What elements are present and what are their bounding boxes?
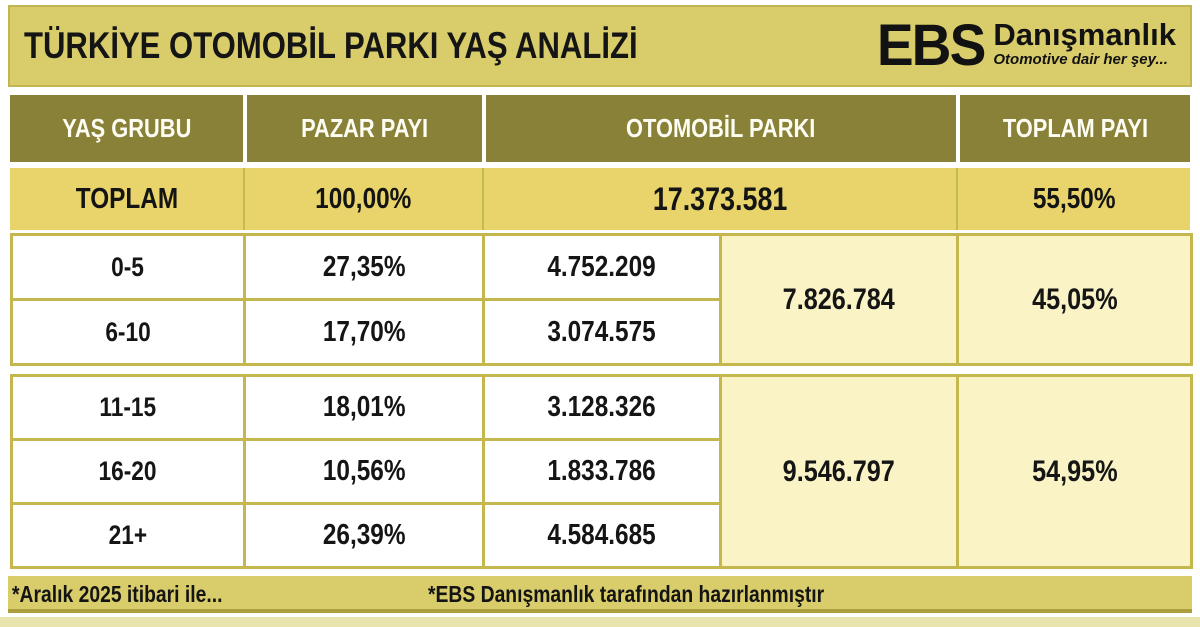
age-cell: 0-5 (10, 233, 246, 301)
park-value: 4.752.209 (547, 250, 657, 283)
market-share-cell: 17,70% (243, 298, 485, 366)
bottom-strip (0, 617, 1200, 627)
market-share-value: 18,01% (322, 391, 406, 423)
ebs-logo: EBS Danışmanlık Otomotive dair her şey..… (874, 17, 1176, 75)
total-market-share: 100,00% (315, 182, 412, 215)
park-value: 1.833.786 (547, 455, 657, 487)
market-share-value: 10,56% (322, 455, 406, 487)
header-age-group: YAŞ GRUBU (10, 95, 243, 162)
total-label: TOPLAM (75, 182, 178, 215)
total-park-cell: 17.373.581 (482, 168, 956, 230)
header-automobile-park-label: OTOMOBİL PARKI (626, 113, 816, 143)
market-share-cell: 18,01% (243, 374, 485, 441)
subtotal-share-value: 54,95% (1031, 454, 1118, 488)
table-row: 21+ 26,39% 4.584.685 (10, 502, 1192, 569)
table-row: 11-15 18,01% 3.128.326 9.546.797 54,95% (10, 374, 1193, 569)
age-value: 0-5 (111, 251, 145, 282)
age-cell: 11-15 (10, 374, 246, 441)
header-age-group-label: YAŞ GRUBU (61, 113, 192, 143)
park-cell: 4.584.685 (482, 502, 722, 569)
market-share-cell: 10,56% (243, 438, 485, 505)
footer-note-right-text: *EBS Danışmanlık tarafından hazırlanmışt… (428, 581, 825, 607)
header-market-share-label: PAZAR PAYI (300, 113, 429, 143)
footer-note-right: *EBS Danışmanlık tarafından hazırlanmışt… (428, 576, 900, 613)
age-value: 11-15 (99, 392, 157, 422)
age-cell: 6-10 (10, 298, 246, 366)
total-market-share-cell: 100,00% (243, 168, 482, 230)
park-cell: 1.833.786 (482, 438, 722, 505)
data-table-group-2: 11-15 18,01% 3.128.326 9.546.797 54,95% … (10, 374, 1193, 569)
subtotal-share-cell: 45,05% (956, 233, 1193, 366)
table-row: 16-20 10,56% 1.833.786 (10, 438, 1192, 505)
market-share-value: 17,70% (322, 315, 406, 348)
subtotal-share-value: 45,05% (1031, 282, 1118, 316)
footer: *Aralık 2025 itibari ile... *EBS Danışma… (8, 576, 1192, 613)
ebs-logo-name: Danışmanlık (993, 17, 1176, 52)
table-row: 0-5 27,35% 4.752.209 7.826.784 45,05% (10, 233, 1193, 366)
total-share-value: 55,50% (1032, 182, 1116, 215)
market-share-cell: 26,39% (243, 502, 485, 569)
park-value: 3.128.326 (547, 391, 657, 423)
park-value: 4.584.685 (547, 519, 657, 551)
age-value: 6-10 (105, 316, 151, 347)
header-market-share: PAZAR PAYI (243, 95, 482, 162)
park-cell: 3.128.326 (482, 374, 722, 441)
page-title-text: TÜRKİYE OTOMOBİL PARKI YAŞ ANALİZİ (24, 25, 638, 66)
ebs-logo-tagline: Otomotive dair her şey... (993, 51, 1168, 68)
subtotal-park-value: 7.826.784 (782, 282, 896, 316)
footer-note-left-text: *Aralık 2025 itibari ile... (12, 581, 223, 607)
header-automobile-park: OTOMOBİL PARKI (482, 95, 956, 162)
age-cell: 21+ (10, 502, 246, 569)
total-park-value: 17.373.581 (652, 180, 788, 217)
header-total-share-label: TOPLAM PAYI (1002, 113, 1148, 143)
age-value: 16-20 (98, 456, 158, 486)
total-label-cell: TOPLAM (10, 168, 243, 230)
table-header-row: YAŞ GRUBU PAZAR PAYI OTOMOBİL PARKI TOPL… (10, 95, 1190, 162)
park-cell: 3.074.575 (482, 298, 722, 366)
banner: TÜRKİYE OTOMOBİL PARKI YAŞ ANALİZİ EBS D… (8, 5, 1192, 87)
subtotal-park-cell: 7.826.784 (719, 233, 959, 366)
subtotal-park-value: 9.546.797 (782, 454, 896, 488)
page-title: TÜRKİYE OTOMOBİL PARKI YAŞ ANALİZİ (24, 25, 754, 67)
subtotal-park-cell: 9.546.797 (719, 374, 959, 569)
total-share-cell: 55,50% (956, 168, 1190, 230)
market-share-value: 26,39% (322, 519, 406, 551)
ebs-logo-text: Danışmanlık Otomotive dair her şey... (993, 19, 1176, 68)
market-share-cell: 27,35% (243, 233, 485, 301)
park-cell: 4.752.209 (482, 233, 722, 301)
market-share-value: 27,35% (322, 250, 406, 283)
total-row: TOPLAM 100,00% 17.373.581 55,50% (10, 168, 1190, 230)
header-total-share: TOPLAM PAYI (956, 95, 1190, 162)
age-value: 21+ (108, 520, 148, 550)
park-value: 3.074.575 (547, 315, 657, 348)
table-row: 6-10 17,70% 3.074.575 (10, 298, 1192, 366)
footer-note-left: *Aralık 2025 itibari ile... (12, 576, 263, 613)
age-cell: 16-20 (10, 438, 246, 505)
data-table-group-1: 0-5 27,35% 4.752.209 7.826.784 45,05% 6-… (10, 233, 1193, 366)
ebs-logo-mark: EBS (876, 13, 987, 78)
subtotal-share-cell: 54,95% (956, 374, 1193, 569)
